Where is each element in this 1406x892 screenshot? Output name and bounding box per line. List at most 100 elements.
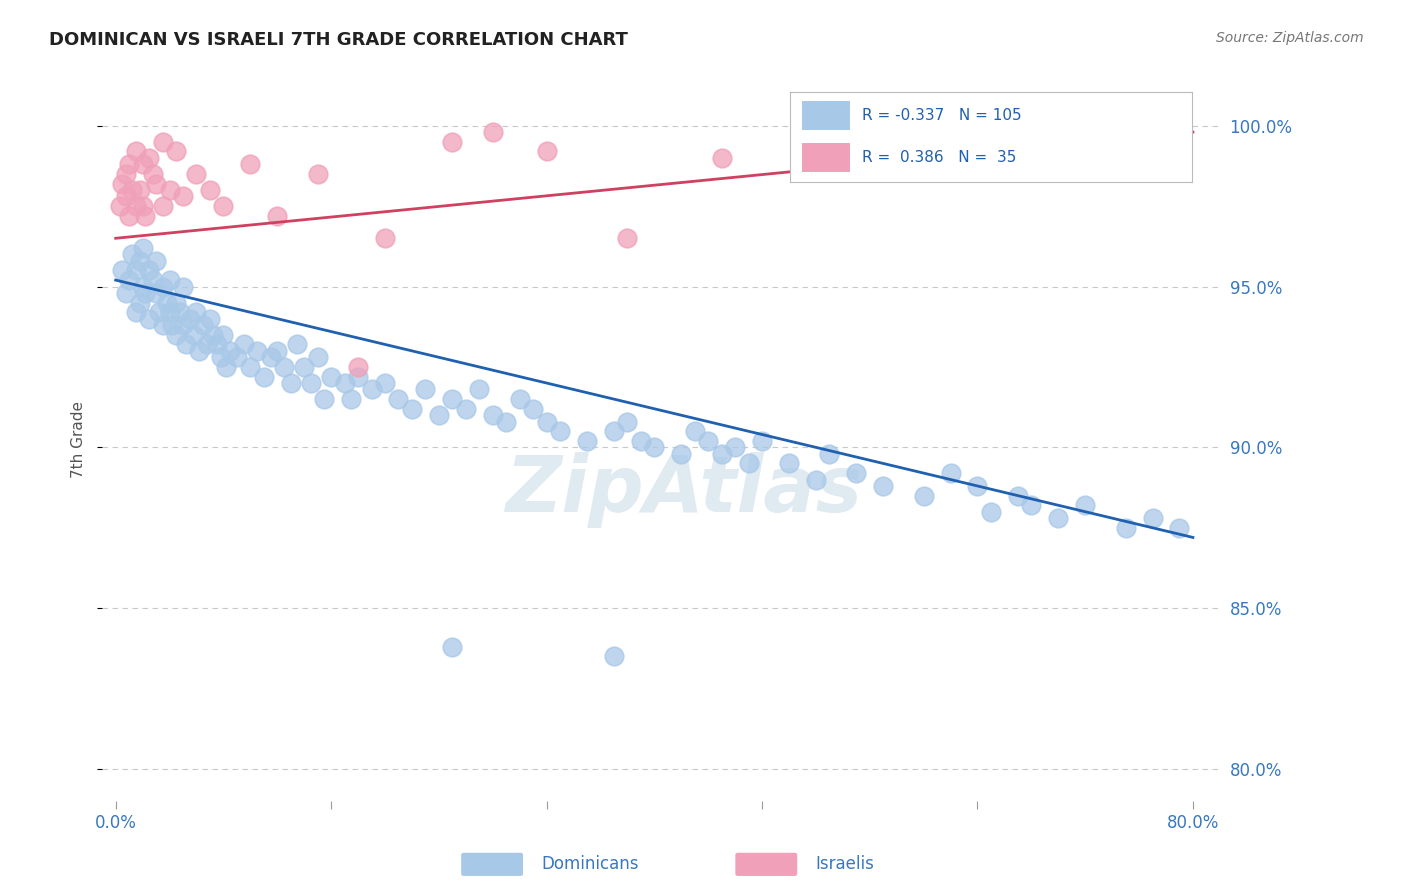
Point	[198, 183, 221, 197]
Point	[131, 157, 153, 171]
Point	[643, 441, 665, 455]
Text: ZipAtlas: ZipAtlas	[505, 452, 862, 528]
Text: Israelis: Israelis	[815, 855, 875, 873]
Point	[121, 183, 143, 197]
Point	[509, 392, 531, 406]
Point	[186, 305, 208, 319]
Point	[536, 415, 558, 429]
Point	[152, 135, 174, 149]
Point	[724, 441, 747, 455]
Point	[804, 157, 827, 171]
Point	[159, 183, 181, 197]
Point	[239, 359, 262, 374]
Point	[198, 311, 221, 326]
Point	[374, 231, 396, 245]
Point	[1074, 498, 1097, 512]
Point	[195, 337, 218, 351]
Point	[129, 253, 152, 268]
Point	[129, 295, 152, 310]
Point	[441, 392, 464, 406]
Point	[441, 135, 464, 149]
Point	[939, 466, 962, 480]
Point	[201, 327, 224, 342]
Point	[536, 145, 558, 159]
Point	[575, 434, 598, 448]
Point	[778, 457, 800, 471]
Point	[1115, 521, 1137, 535]
Point	[347, 369, 370, 384]
Point	[340, 392, 363, 406]
Point	[246, 343, 269, 358]
Point	[152, 279, 174, 293]
Point	[186, 167, 208, 181]
Point	[481, 408, 503, 422]
Point	[165, 327, 187, 342]
Point	[142, 167, 165, 181]
Point	[697, 434, 720, 448]
Point	[108, 199, 131, 213]
Point	[159, 305, 181, 319]
Point	[142, 273, 165, 287]
Point	[495, 415, 517, 429]
Point	[630, 434, 652, 448]
Point	[307, 351, 329, 365]
Point	[145, 285, 167, 300]
Point	[239, 157, 262, 171]
Point	[219, 343, 242, 358]
Point	[387, 392, 409, 406]
Point	[165, 295, 187, 310]
Point	[415, 383, 437, 397]
Point	[111, 263, 134, 277]
Point	[314, 392, 336, 406]
Point	[160, 318, 183, 332]
Point	[215, 359, 238, 374]
Point	[980, 505, 1002, 519]
Point	[165, 145, 187, 159]
Point	[169, 305, 191, 319]
Point	[683, 424, 706, 438]
Point	[188, 343, 211, 358]
Point	[138, 263, 160, 277]
Point	[145, 253, 167, 268]
Text: DOMINICAN VS ISRAELI 7TH GRADE CORRELATION CHART: DOMINICAN VS ISRAELI 7TH GRADE CORRELATI…	[49, 31, 628, 49]
Point	[1142, 511, 1164, 525]
Point	[131, 199, 153, 213]
Point	[172, 318, 194, 332]
Point	[1007, 489, 1029, 503]
Point	[374, 376, 396, 390]
Point	[232, 337, 254, 351]
Point	[441, 640, 464, 654]
Point	[266, 343, 288, 358]
Point	[172, 189, 194, 203]
Point	[152, 199, 174, 213]
Point	[603, 424, 626, 438]
Point	[212, 327, 235, 342]
Point	[148, 305, 170, 319]
Point	[129, 183, 152, 197]
Point	[307, 167, 329, 181]
Point	[172, 279, 194, 293]
Point	[818, 447, 841, 461]
Point	[427, 408, 450, 422]
Point	[138, 311, 160, 326]
Point	[710, 447, 733, 461]
Point	[253, 369, 276, 384]
Point	[115, 285, 138, 300]
Point	[273, 359, 295, 374]
Point	[259, 351, 281, 365]
Point	[603, 649, 626, 664]
Point	[912, 489, 935, 503]
Point	[671, 447, 693, 461]
Point	[287, 337, 309, 351]
Point	[292, 359, 315, 374]
Point	[179, 311, 201, 326]
Text: Source: ZipAtlas.com: Source: ZipAtlas.com	[1216, 31, 1364, 45]
Point	[118, 209, 141, 223]
Point	[616, 231, 638, 245]
Point	[266, 209, 288, 223]
Point	[118, 157, 141, 171]
Point	[125, 263, 148, 277]
Point	[125, 145, 148, 159]
Point	[751, 434, 773, 448]
Point	[966, 479, 988, 493]
